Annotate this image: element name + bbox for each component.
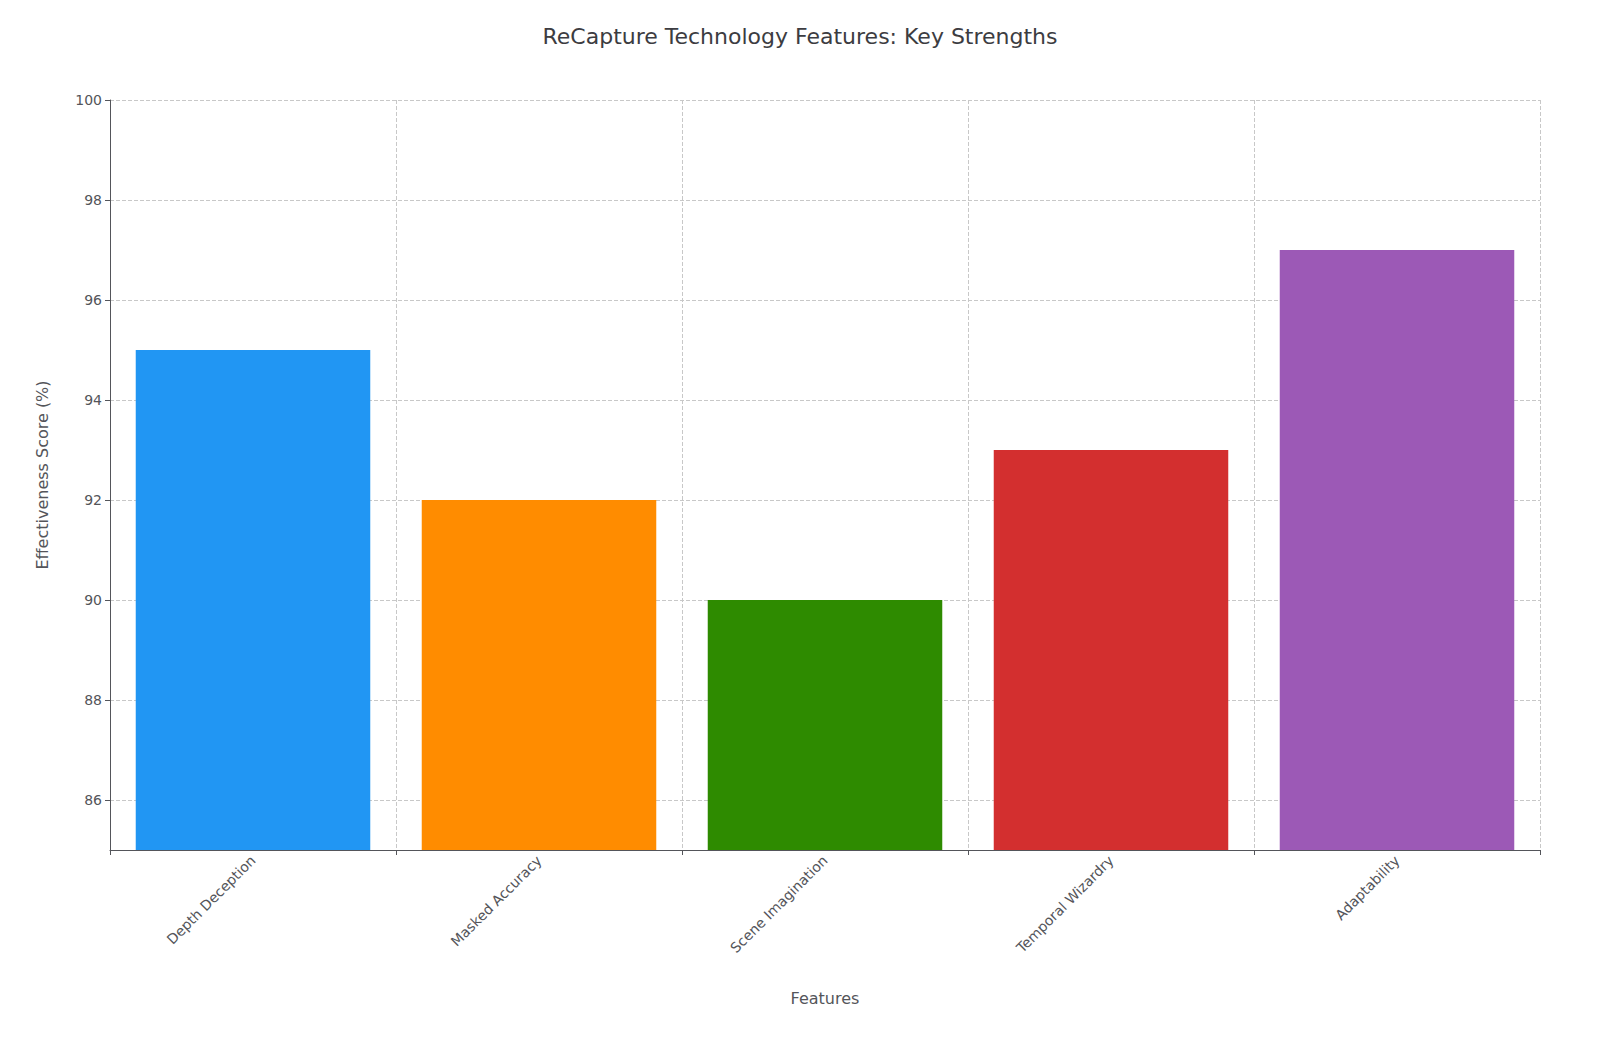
svg-text:Temporal Wizardry: Temporal Wizardry <box>1013 852 1117 956</box>
svg-text:ReCapture Technology Features:: ReCapture Technology Features: Key Stren… <box>542 24 1057 49</box>
svg-text:Effectiveness Score (%): Effectiveness Score (%) <box>33 380 52 569</box>
svg-text:Depth Deception: Depth Deception <box>164 852 259 947</box>
svg-text:Scene Imagination: Scene Imagination <box>727 852 831 956</box>
svg-text:86: 86 <box>84 792 102 808</box>
svg-text:Masked Accuracy: Masked Accuracy <box>448 852 545 949</box>
svg-text:88: 88 <box>84 692 102 708</box>
svg-text:Adaptability: Adaptability <box>1332 852 1403 923</box>
svg-text:94: 94 <box>84 392 102 408</box>
svg-text:100: 100 <box>75 92 102 108</box>
svg-text:98: 98 <box>84 192 102 208</box>
svg-text:96: 96 <box>84 292 102 308</box>
svg-text:Features: Features <box>791 989 860 1008</box>
svg-text:92: 92 <box>84 492 102 508</box>
svg-text:90: 90 <box>84 592 102 608</box>
